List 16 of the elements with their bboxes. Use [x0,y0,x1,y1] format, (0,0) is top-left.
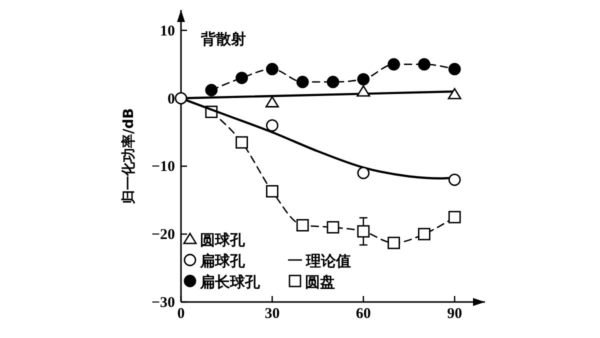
legend-label: 圆球孔 [200,231,246,249]
y-tick-label: 0 [168,91,175,108]
legend-label: 扁球孔 [199,252,246,270]
x-tick-label: 30 [264,306,280,322]
y-axis-title: 归一化功率/dB [120,108,137,205]
y-tick-label: −20 [151,227,175,244]
y-tick-label: −30 [151,295,175,311]
x-tick-label: 60 [356,306,371,322]
y-tick-label: −10 [151,159,175,176]
x-tick-label: 0 [177,306,185,322]
y-tick-label: 10 [160,23,175,40]
legend-label: 圆盘 [305,273,335,291]
text: 背散射 [200,30,246,48]
x-tick-label: 90 [447,306,462,322]
legend-label: 理论值 [305,252,351,270]
legend-label: 扁长球孔 [199,273,261,291]
